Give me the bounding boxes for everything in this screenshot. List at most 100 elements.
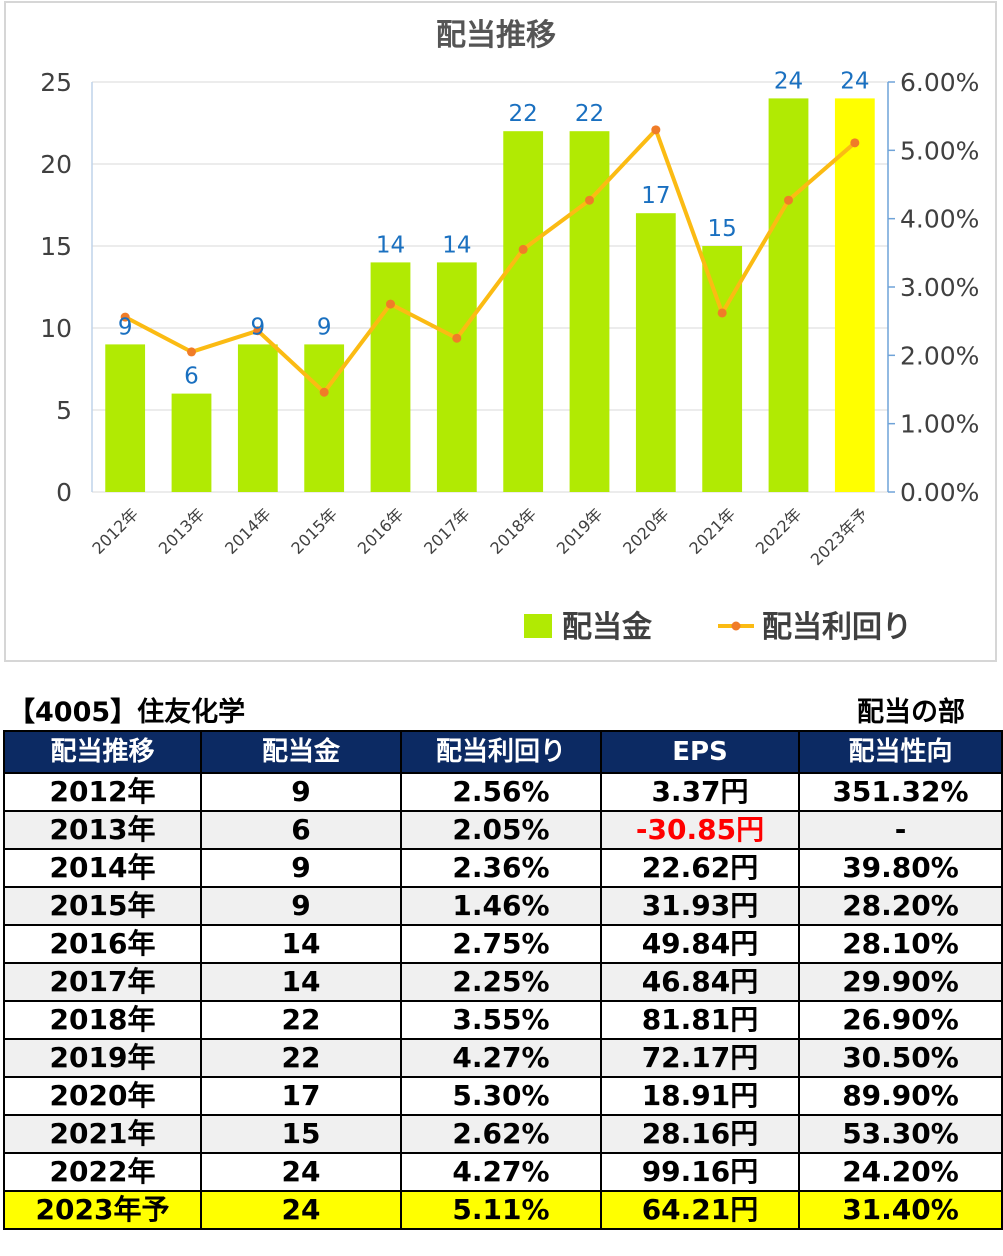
y-right-tick-label: 4.00% <box>900 205 979 234</box>
bar <box>702 246 743 492</box>
cell-yield: 5.30% <box>400 1076 602 1116</box>
y-left-tick-label: 25 <box>40 68 72 97</box>
cell-dividend: 9 <box>200 848 402 888</box>
bar-value-label: 9 <box>251 314 266 340</box>
cell-payout: - <box>798 810 1003 850</box>
bar <box>105 344 146 492</box>
cell-year: 2012年 <box>3 772 202 812</box>
bar-value-label: 14 <box>376 232 405 258</box>
table-row: 2020年 17 5.30% 18.91円 89.90% <box>3 1076 1003 1116</box>
table-section-label: 配当の部 <box>857 697 965 728</box>
cell-year: 2014年 <box>3 848 202 888</box>
cell-yield: 2.56% <box>400 772 602 812</box>
yield-marker <box>717 308 727 318</box>
legend-line-marker <box>731 621 741 631</box>
table-title: 【4005】住友化学 <box>8 697 246 728</box>
bar-value-label: 22 <box>509 101 538 127</box>
y-right-tick-label: 2.00% <box>900 341 979 370</box>
table-row: 2019年 22 4.27% 72.17円 30.50% <box>3 1038 1003 1078</box>
bar-value-label: 22 <box>575 101 604 127</box>
bar-value-label: 24 <box>774 68 803 94</box>
cell-dividend: 24 <box>200 1152 402 1192</box>
cell-yield: 2.62% <box>400 1114 602 1154</box>
cell-yield: 2.36% <box>400 848 602 888</box>
bar-value-label: 14 <box>442 232 471 258</box>
header-dividend: 配当金 <box>200 730 402 774</box>
bar <box>237 344 278 492</box>
bar <box>503 131 544 492</box>
cell-payout: 351.32% <box>798 772 1003 812</box>
table-body: 2012年 9 2.56% 3.37円 351.32% 2013年 6 2.05% -30.85… <box>3 772 1003 1230</box>
cell-payout: 39.80% <box>798 848 1003 888</box>
cell-year: 2017年 <box>3 962 202 1002</box>
header-eps: EPS <box>600 730 800 774</box>
yield-marker <box>452 333 462 343</box>
y-right-tick-label: 0.00% <box>900 478 979 507</box>
yield-line <box>124 127 857 395</box>
cell-eps: 18.91円 <box>600 1076 800 1116</box>
y-left-tick-label: 15 <box>40 232 72 261</box>
yield-marker <box>585 195 594 205</box>
cell-year: 2019年 <box>3 1038 202 1078</box>
bar-value-label: 6 <box>184 364 199 390</box>
x-tick-label: 2019年 <box>553 504 607 558</box>
table-row: 2012年 9 2.56% 3.37円 351.32% <box>3 772 1003 812</box>
y-left-tick-label: 0 <box>56 478 72 507</box>
cell-payout: 28.20% <box>798 886 1003 926</box>
legend-bar-label: 配当金 <box>562 610 653 645</box>
table-header-row: 配当推移 配当金 配当利回り EPS 配当性向 <box>3 730 1003 774</box>
cell-eps: -30.85円 <box>600 810 800 850</box>
x-tick-label: 2015年 <box>287 504 341 558</box>
cell-year: 2018年 <box>3 1000 202 1040</box>
x-tick-label: 2021年 <box>685 504 739 558</box>
cell-eps: 81.81円 <box>600 1000 800 1040</box>
cell-yield: 1.46% <box>400 886 602 926</box>
table-row: 2013年 6 2.05% -30.85円 - <box>3 810 1003 850</box>
x-tick-label: 2012年 <box>88 504 142 558</box>
yield-marker <box>518 244 528 254</box>
bar <box>436 262 477 492</box>
y-right-tick-label: 3.00% <box>900 273 979 302</box>
bar-value-label: 9 <box>317 314 332 340</box>
cell-yield: 4.27% <box>400 1152 602 1192</box>
bar <box>635 213 676 492</box>
yield-marker <box>850 138 860 148</box>
legend-line-label: 配当利回り <box>762 610 912 645</box>
yield-marker <box>187 347 196 357</box>
table-row: 2015年 9 1.46% 31.93円 28.20% <box>3 886 1003 926</box>
cell-payout: 89.90% <box>798 1076 1003 1116</box>
cell-dividend: 9 <box>200 886 402 926</box>
cell-eps: 3.37円 <box>600 772 800 812</box>
chart-frame: 配当推移 0 5 10 15 20 25 0.00% 1.00% 2.00% 3.00% 4.00% 5… <box>4 1 997 662</box>
y-right-tick-label: 5.00% <box>900 136 979 165</box>
y-left-tick-label: 5 <box>56 396 72 425</box>
bar-value-label: 17 <box>641 183 670 209</box>
cell-dividend: 22 <box>200 1038 402 1078</box>
y-right-tick-label: 6.00% <box>900 68 979 97</box>
yield-marker <box>784 195 793 205</box>
x-tick-label: 2023年予 <box>807 504 872 569</box>
cell-payout: 28.10% <box>798 924 1003 964</box>
cell-dividend: 24 <box>200 1190 402 1230</box>
cell-eps: 31.93円 <box>600 886 800 926</box>
table-row: 2017年 14 2.25% 46.84円 29.90% <box>3 962 1003 1002</box>
dividend-table: 配当推移 配当金 配当利回り EPS 配当性向 2012年 9 2.56% 3.37円… <box>3 730 1003 1230</box>
cell-payout: 29.90% <box>798 962 1003 1002</box>
header-year: 配当推移 <box>3 730 202 774</box>
cell-dividend: 9 <box>200 772 402 812</box>
bar <box>370 262 411 492</box>
table-row: 2021年 15 2.62% 28.16円 53.30% <box>3 1114 1003 1154</box>
bar <box>569 131 610 492</box>
x-tick-label: 2022年 <box>752 504 806 558</box>
x-tick-label: 2020年 <box>619 504 673 558</box>
yield-marker <box>651 125 661 135</box>
cell-yield: 3.55% <box>400 1000 602 1040</box>
cell-yield: 2.25% <box>400 962 602 1002</box>
cell-payout: 30.50% <box>798 1038 1003 1078</box>
cell-payout: 26.90% <box>798 1000 1003 1040</box>
cell-dividend: 15 <box>200 1114 402 1154</box>
cell-year: 2021年 <box>3 1114 202 1154</box>
cell-year: 2015年 <box>3 886 202 926</box>
yield-marker <box>319 387 329 397</box>
yield-marker <box>386 299 395 309</box>
